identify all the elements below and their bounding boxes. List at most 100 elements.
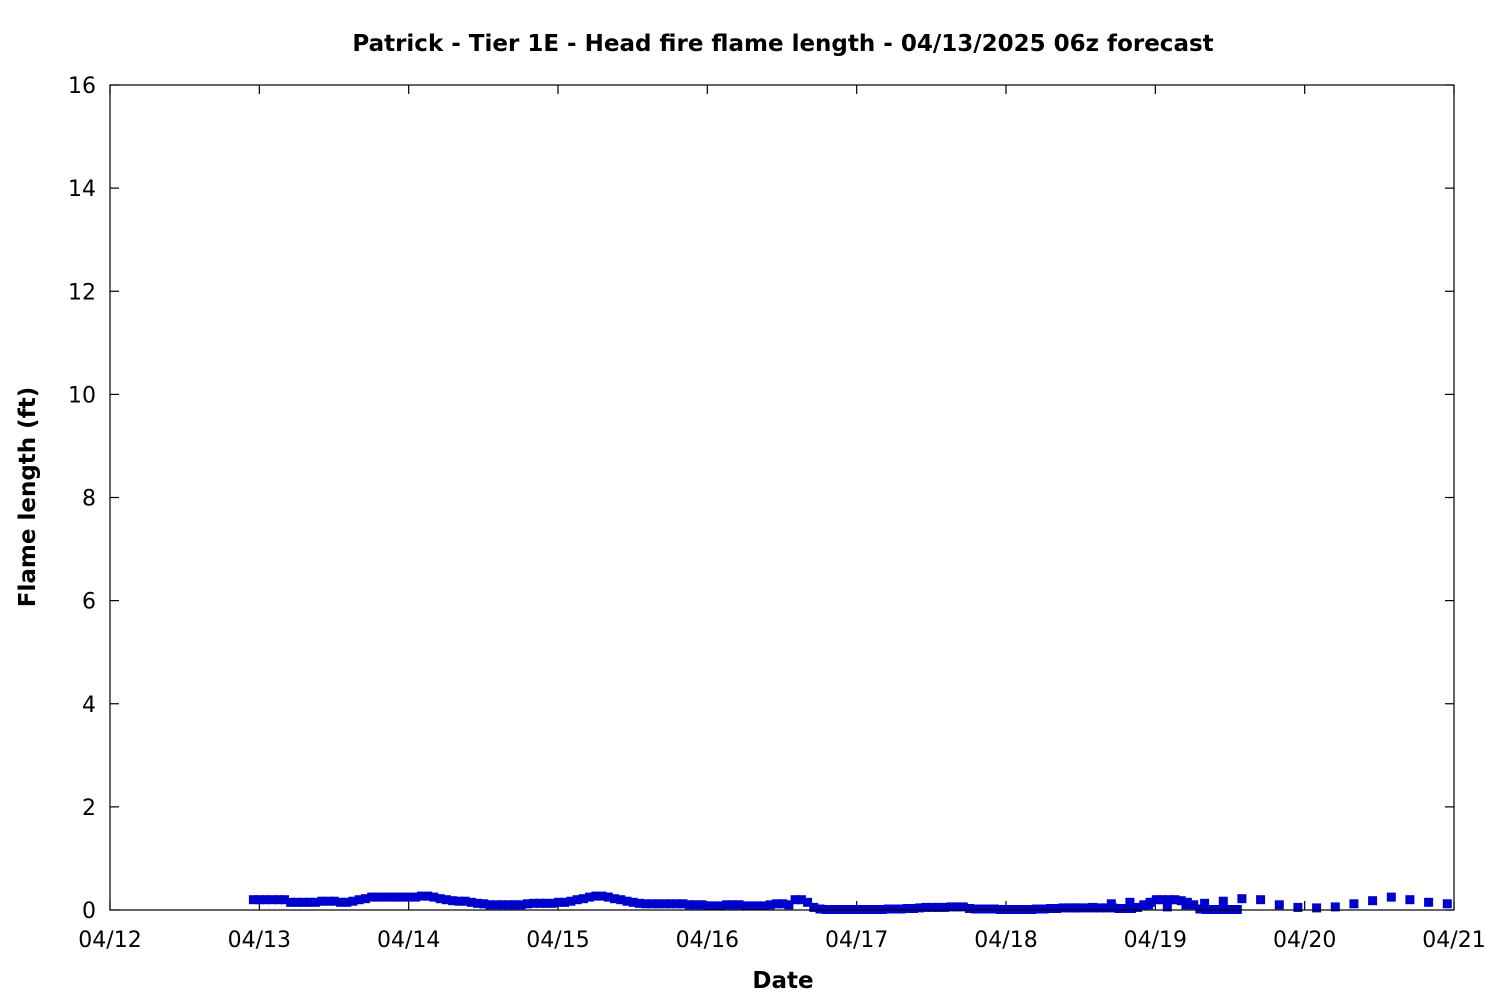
data-point — [946, 902, 956, 912]
data-point — [554, 897, 563, 907]
data-point — [1064, 903, 1074, 913]
data-point — [485, 900, 495, 910]
data-point — [1200, 898, 1210, 908]
data-point — [703, 901, 713, 911]
data-point — [273, 895, 283, 905]
data-point — [809, 902, 819, 912]
data-point — [958, 902, 968, 912]
x-tick-label: 04/13 — [228, 928, 291, 953]
y-axis-label: Flame length (ft) — [15, 387, 41, 607]
data-point — [454, 896, 464, 906]
data-point — [1106, 899, 1116, 909]
y-tick-label: 0 — [82, 899, 96, 924]
data-point — [965, 904, 974, 913]
data-point — [921, 902, 931, 912]
data-point — [603, 892, 613, 902]
data-point — [423, 891, 433, 901]
data-point — [1237, 894, 1247, 904]
data-point — [429, 892, 439, 902]
data-point — [448, 896, 458, 906]
data-point — [1293, 902, 1303, 912]
data-point — [410, 892, 420, 902]
data-point — [1368, 896, 1378, 906]
data-point — [803, 897, 813, 907]
data-point — [740, 901, 750, 911]
data-point — [678, 899, 688, 909]
data-point — [1050, 904, 1060, 913]
data-point — [417, 891, 426, 901]
data-point — [354, 895, 364, 905]
axis-ticks: 04/12 04/13 04/14 04/15 04/16 04/17 04/18 04/19… — [68, 74, 1486, 953]
y-tick-label: 8 — [82, 487, 96, 512]
data-point — [1274, 900, 1284, 910]
y-tick-label: 12 — [68, 280, 96, 305]
y-tick-label: 14 — [68, 177, 96, 202]
data-point — [1120, 904, 1130, 913]
data-point — [510, 900, 520, 910]
data-point — [983, 904, 993, 914]
data-point — [522, 899, 532, 909]
data-point — [398, 892, 408, 902]
data-point — [691, 900, 700, 910]
data-point — [585, 892, 595, 902]
data-point — [728, 900, 738, 910]
data-point — [1386, 892, 1396, 902]
data-point — [1330, 902, 1340, 912]
data-point — [796, 895, 806, 905]
x-tick-label: 04/17 — [825, 928, 888, 953]
data-point — [1133, 902, 1143, 912]
x-tick-label: 04/16 — [676, 928, 739, 953]
data-point — [392, 892, 402, 902]
data-point — [647, 899, 657, 909]
data-point — [784, 900, 794, 910]
data-point — [977, 904, 987, 914]
x-tick-label: 04/12 — [78, 928, 141, 953]
data-point — [927, 902, 937, 912]
data-point — [634, 898, 644, 908]
data-point — [1058, 903, 1068, 913]
data-point — [1139, 900, 1149, 910]
data-point — [298, 897, 308, 907]
data-point — [778, 899, 788, 909]
data-point — [1032, 904, 1042, 914]
data-point — [591, 891, 601, 901]
data-point — [653, 899, 663, 909]
data-point — [379, 892, 389, 902]
data-point — [360, 894, 370, 904]
data-point — [641, 899, 651, 909]
data-point — [1312, 903, 1322, 913]
data-point — [317, 896, 327, 906]
data-point — [765, 900, 775, 910]
data-point — [715, 901, 725, 911]
data-point — [659, 899, 669, 909]
data-point — [1045, 904, 1055, 913]
data-point — [342, 897, 352, 907]
x-tick-label: 04/19 — [1124, 928, 1187, 953]
data-point — [771, 899, 781, 909]
data-point — [1218, 896, 1228, 906]
data-point — [1442, 899, 1452, 909]
data-point — [466, 897, 476, 907]
data-point — [1195, 904, 1205, 914]
data-points — [248, 891, 1452, 914]
data-point — [1349, 899, 1359, 909]
x-tick-label: 04/20 — [1273, 928, 1336, 953]
data-point — [753, 901, 763, 911]
y-tick-label: 6 — [82, 590, 96, 615]
data-point — [541, 898, 551, 908]
data-point — [560, 897, 570, 907]
data-point — [1144, 900, 1154, 910]
data-point — [971, 904, 981, 914]
data-point — [336, 897, 345, 907]
data-point — [933, 902, 943, 912]
x-tick-label: 04/21 — [1422, 928, 1485, 953]
data-point — [697, 900, 707, 910]
data-point — [790, 895, 800, 905]
data-point — [529, 898, 539, 908]
data-point — [940, 902, 950, 912]
x-tick-label: 04/18 — [974, 928, 1037, 953]
data-point — [348, 896, 358, 906]
data-point — [304, 897, 314, 907]
data-point — [896, 904, 906, 914]
data-point — [367, 892, 377, 902]
